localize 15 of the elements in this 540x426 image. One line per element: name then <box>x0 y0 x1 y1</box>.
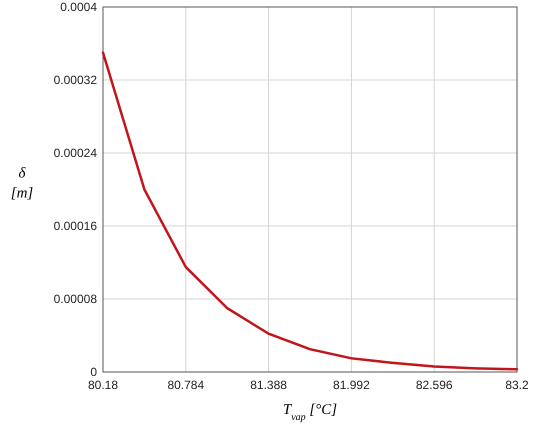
x-tick-label: 81.388 <box>250 378 288 392</box>
y-tick-label: 0 <box>90 365 98 379</box>
y-tick-label: 0.00016 <box>54 219 98 233</box>
y-tick-label: 0.00024 <box>54 146 98 160</box>
line-series <box>102 51 518 371</box>
x-axis-title: T$_{vap}$ [°C] <box>282 402 338 422</box>
x-tick-label: 83.2 <box>505 378 529 392</box>
x-tick-label: 80.784 <box>167 378 204 392</box>
y-axis-title: δ [m] <box>10 166 34 202</box>
y-tick-label: 0.00008 <box>54 292 98 306</box>
x-tick-label: 80.18 <box>88 378 118 392</box>
x-tick-label: 81.992 <box>333 378 370 392</box>
y-tick-label: 0.00032 <box>54 73 98 87</box>
y-tick-label: 0.0004 <box>60 0 98 14</box>
x-tick-label: 82.596 <box>416 378 453 392</box>
